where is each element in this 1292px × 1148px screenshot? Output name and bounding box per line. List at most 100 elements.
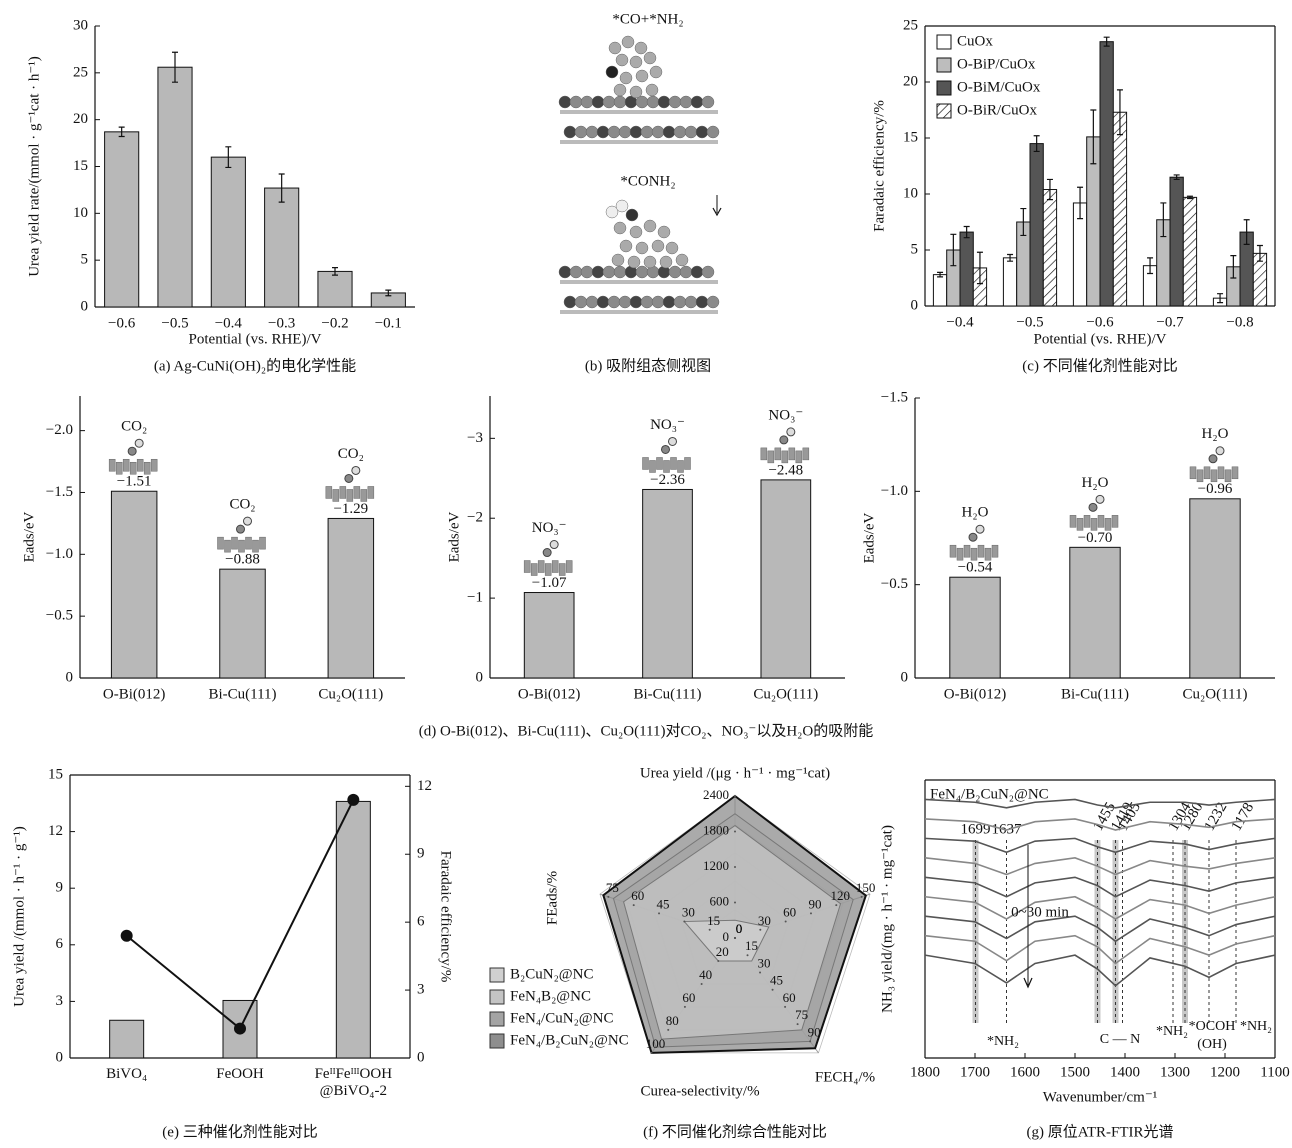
molecule-atom — [237, 525, 245, 533]
axis-tick — [717, 960, 719, 962]
axis-tick-label: 60 — [783, 990, 796, 1005]
bar — [265, 188, 299, 307]
molecule-slab — [964, 545, 970, 557]
molecule-slab — [538, 561, 544, 573]
y-tick-label: −3 — [467, 430, 483, 446]
molecule-slab — [218, 537, 224, 549]
atom — [616, 200, 628, 212]
molecule-slab — [650, 460, 656, 472]
caption: (b) 吸附组态侧视图 — [585, 357, 711, 374]
atom — [614, 96, 626, 108]
molecule-slab — [361, 489, 367, 501]
bar — [1003, 258, 1016, 306]
molecule-slab — [775, 448, 781, 460]
axis-tick-label: 15 — [707, 913, 720, 928]
x-tick-label: FeᴵᴵFeᴵᴵᴵOOH @BiVO₄-2 — [283, 1066, 423, 1100]
time-label: 0~30 min — [1011, 904, 1069, 920]
y2-tick-label: 9 — [417, 846, 425, 862]
atom — [652, 296, 664, 308]
axis-tick — [651, 1052, 653, 1054]
axis-tick — [701, 983, 703, 985]
molecule-slab — [354, 486, 360, 498]
axis-tick — [797, 1023, 799, 1025]
axis-tick — [861, 896, 863, 898]
atom — [597, 126, 609, 138]
legend-label: FeN₄B₂@NC — [510, 988, 591, 1004]
value-label: −0.70 — [1078, 530, 1113, 546]
atom — [660, 256, 672, 268]
x-tick-label: −0.1 — [375, 315, 402, 331]
axis-tick-label: 1800 — [703, 822, 729, 837]
molecule-slab — [950, 545, 956, 557]
atom — [652, 240, 664, 252]
molecule-atom — [128, 447, 136, 455]
x-tick-label: O-Bi(012) — [518, 686, 581, 702]
molecule-slab — [664, 460, 670, 472]
x-tick-label: O-Bi(012) — [103, 686, 166, 702]
molecule-slab — [144, 462, 150, 474]
molecule-atom — [135, 439, 143, 447]
atom — [628, 256, 640, 268]
axis-tick — [734, 937, 736, 939]
axis-tick-label: 60 — [682, 990, 695, 1005]
y-tick-label: −0.5 — [881, 576, 908, 592]
atom — [575, 126, 587, 138]
y-tick-label: 0 — [476, 669, 484, 685]
atom — [674, 126, 686, 138]
assignment-label: *OCOH — [1189, 1019, 1236, 1034]
atom — [581, 96, 593, 108]
atom — [586, 126, 598, 138]
atom — [620, 240, 632, 252]
y-axis-label: Eads/eV — [21, 511, 37, 562]
atom — [609, 42, 621, 54]
molecule-slab — [545, 564, 551, 576]
y-tick-label: 12 — [48, 823, 63, 839]
molecule-slab — [796, 451, 802, 463]
atom — [663, 126, 675, 138]
axis-tick — [759, 929, 761, 931]
atom — [626, 209, 638, 221]
axis-tick — [734, 795, 736, 797]
x-tick-label: 1300 — [1160, 1064, 1190, 1080]
axis-label: FECH₄/% — [815, 1069, 875, 1085]
atom — [669, 266, 681, 278]
atom — [658, 226, 670, 238]
y-tick-label: 5 — [81, 252, 89, 268]
axis-label: Curea-selectivity/% — [640, 1083, 759, 1099]
y-tick-label: 10 — [73, 205, 88, 221]
molecule-label: CO₂ — [229, 497, 255, 513]
axis-tick-label: 45 — [657, 896, 670, 911]
legend-swatch — [937, 81, 951, 95]
bar — [328, 518, 374, 678]
axis-tick-label: 30 — [758, 913, 771, 928]
y-tick-label: −2 — [467, 510, 483, 526]
axis-tick-label: 100 — [646, 1036, 666, 1051]
molecule-slab — [151, 459, 157, 471]
molecule-slab — [803, 448, 809, 460]
molecule-slab — [1225, 470, 1231, 482]
value-label: −1.29 — [333, 501, 368, 517]
bar — [158, 67, 192, 307]
axis-tick — [785, 921, 787, 923]
legend-swatch — [937, 35, 951, 49]
molecule-slab — [368, 486, 374, 498]
molecule-atom — [550, 541, 558, 549]
legend-swatch — [490, 1012, 504, 1026]
x-tick-label: −0.5 — [161, 315, 188, 331]
x-tick-label: 1400 — [1110, 1064, 1140, 1080]
axis-tick-label: 75 — [606, 880, 619, 895]
value-label: −2.36 — [650, 472, 685, 488]
molecule-slab — [1211, 470, 1217, 482]
y-axis-label: Eads/eV — [446, 511, 462, 562]
x-axis-label: Potential (vs. RHE)/V — [1034, 331, 1167, 347]
atom — [570, 96, 582, 108]
molecule-slab — [109, 459, 115, 471]
legend-label: FeN₄/CuN₂@NC — [510, 1010, 613, 1026]
legend-swatch — [937, 58, 951, 72]
x-tick-label: −0.8 — [1226, 314, 1253, 330]
molecule-slab — [657, 457, 663, 469]
y-axis-label: Faradaic efficiency/% — [871, 100, 887, 232]
line-marker — [121, 930, 133, 942]
y2-axis-label: Faradaic efficiency/% — [438, 851, 454, 983]
x-tick-label: Bi-Cu(111) — [1061, 686, 1129, 702]
